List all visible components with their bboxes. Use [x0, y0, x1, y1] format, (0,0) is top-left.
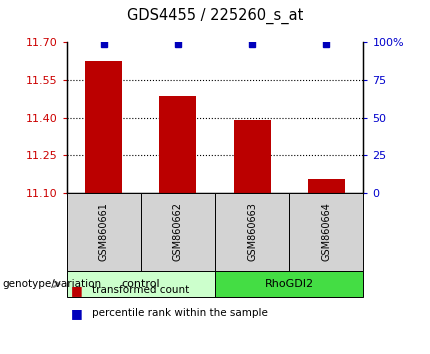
Bar [308, 179, 345, 193]
Text: GSM860664: GSM860664 [321, 202, 331, 261]
Text: RhoGDI2: RhoGDI2 [264, 279, 314, 289]
Bar [160, 96, 197, 193]
Text: ■: ■ [71, 307, 83, 320]
Text: ■: ■ [71, 284, 83, 297]
Text: GDS4455 / 225260_s_at: GDS4455 / 225260_s_at [127, 8, 303, 24]
Bar [85, 61, 122, 193]
Bar [233, 120, 270, 193]
Text: GSM860662: GSM860662 [173, 202, 183, 261]
Text: transformed count: transformed count [92, 285, 190, 295]
Text: genotype/variation: genotype/variation [2, 279, 101, 289]
Text: control: control [122, 279, 160, 289]
Text: GSM860663: GSM860663 [247, 202, 257, 261]
Text: percentile rank within the sample: percentile rank within the sample [92, 308, 268, 318]
Text: GSM860661: GSM860661 [99, 202, 109, 261]
